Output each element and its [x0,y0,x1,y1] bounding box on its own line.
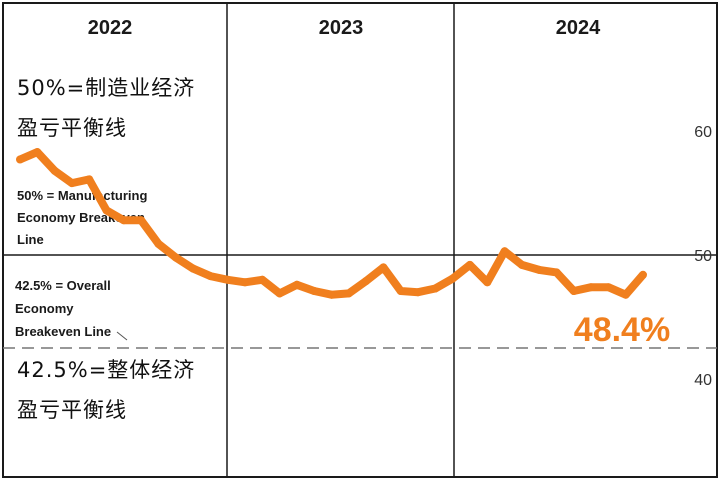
data-point [604,283,613,292]
end-value-label: 48.4% [574,311,670,349]
annotation-50-en-line3: Line [17,232,44,247]
data-point [206,272,215,281]
data-point [483,278,492,287]
data-point [67,179,76,188]
data-point [33,148,42,157]
year-label-2024: 2024 [556,17,601,39]
series-layer [16,148,647,299]
annotation-425-en-line3: Breakeven Line [15,324,111,339]
data-point [431,284,440,293]
data-point [396,287,405,295]
data-point [223,275,232,284]
data-point [119,216,128,225]
data-point [327,290,336,299]
annotation-425-cn-line1: 42.5%=整体经济 [17,358,195,382]
annotation-425-pointer [116,331,128,341]
data-point [292,280,301,289]
data-point [189,264,198,273]
data-point [535,265,544,274]
data-point [102,206,111,215]
annotation-425-en-line1: 42.5% = Overall [15,278,111,293]
annotation-425-en-line2: Economy [15,301,74,316]
annotation-50-en-line1: 50% = Manufacturing [17,188,147,203]
data-point [344,289,353,298]
data-point [379,263,388,272]
data-point [85,175,94,184]
year-label-2022: 2022 [88,17,133,39]
data-point [587,283,596,292]
year-label-2023: 2023 [319,17,364,39]
data-point [465,260,474,269]
data-point [275,289,284,298]
data-point [50,166,59,175]
data-point [639,270,647,279]
data-point [258,275,267,284]
y-tick-label-60: 60 [694,124,712,141]
data-point [137,216,146,225]
annotation-425-cn-line2: 盈亏平衡线 [17,398,127,422]
data-point [414,288,422,297]
data-point [500,247,509,256]
data-point [310,287,319,295]
data-point [171,253,180,262]
data-point [621,290,630,299]
y-tick-label-50: 50 [694,248,712,265]
data-point [362,277,371,285]
data-point [517,260,526,269]
data-point [241,278,249,287]
annotation-50-cn-line1: 50%=制造业经济 [17,76,195,100]
data-point [16,155,24,164]
y-tick-label-40: 40 [694,372,712,389]
data-point [448,274,457,283]
data-point [569,287,578,295]
data-point [552,268,561,277]
annotation-50-cn-line2: 盈亏平衡线 [17,116,127,140]
data-point [154,239,163,248]
